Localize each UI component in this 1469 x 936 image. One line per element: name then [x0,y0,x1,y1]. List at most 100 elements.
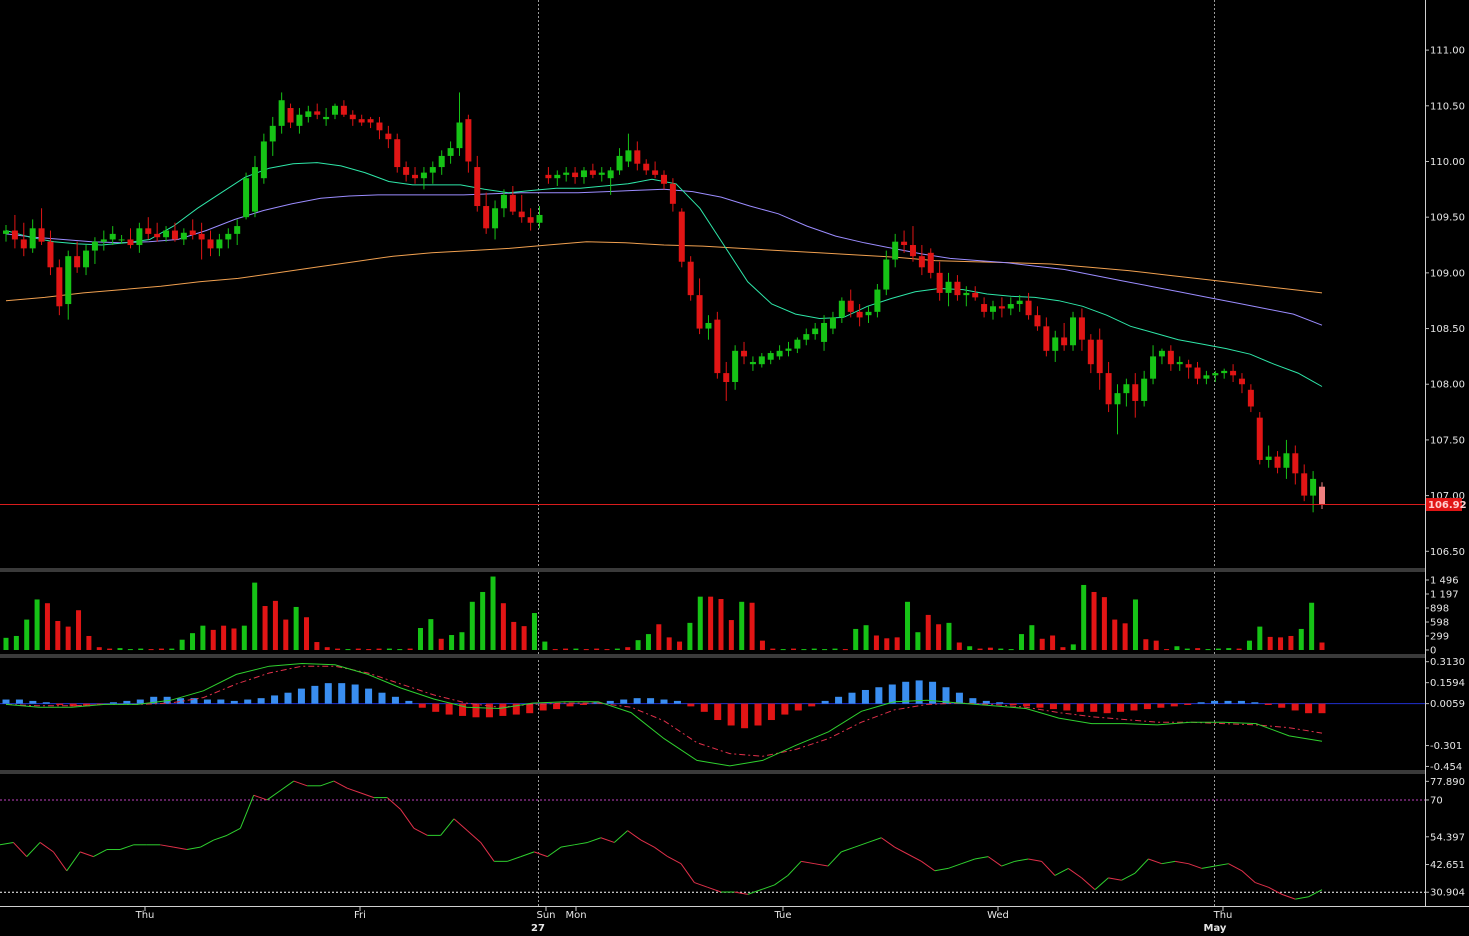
candle-body [545,174,552,179]
rsi-segment [186,846,201,851]
volume-bar [697,596,703,650]
candle-body [918,256,925,268]
volume-bar [1288,635,1294,650]
volume-bar [1050,635,1056,650]
volume-bar [1257,626,1263,650]
candle-body [314,111,321,115]
candle-body [696,295,703,329]
candle-body [1052,337,1059,351]
rsi-segment [226,827,241,836]
volume-bar [490,576,496,650]
macd-hist-bar [633,698,641,704]
rsi-segment [507,856,521,862]
macd-hist-bar [1130,703,1138,711]
candle-body [47,241,54,268]
macd-hist-bar [136,699,144,704]
candle-body [936,272,943,293]
axis-tick-label: 0 [1430,646,1436,657]
macd-hist-bar [1009,703,1017,705]
candle-body [100,239,107,242]
rsi-segment [1148,858,1162,865]
candle-body [741,350,748,357]
price-panel[interactable]: 111.00 110.50 110.00 109.50 109.00 108.50 108.… [0,46,1467,558]
volume-bar [563,648,569,650]
time-label: May [1204,923,1227,934]
candle-body [332,105,338,115]
volume-bar [656,624,662,650]
macd-hist-bar [257,698,265,704]
volume-panel[interactable]: 1 496 1 197 898 598 299 0 [3,576,1459,657]
macd-panel[interactable]: 0.3130 0.1594 0.0059 -0.301 -0.454 [0,657,1465,773]
macd-hist-bar [1023,703,1031,707]
rsi-segment [574,841,588,846]
rsi-segment [173,846,188,851]
volume-bar [1246,640,1252,650]
volume-bar [1309,602,1315,650]
volume-bar [158,648,164,650]
macd-hist-bar [432,703,440,712]
candle-body [198,233,205,240]
rsi-segment [1295,896,1309,900]
candle-body [1158,350,1165,357]
volume-bar [1132,599,1138,650]
volume-bar [1205,649,1211,651]
macd-hist-bar [1224,700,1232,704]
candle-body [412,174,419,179]
volume-bar [1174,646,1180,650]
macd-hist-bar [324,683,332,704]
volume-bar [86,635,92,650]
candle-body [1230,370,1237,376]
candle-body [803,334,810,340]
volume-bar [1143,639,1149,650]
candle-body [1301,473,1308,496]
rsi-segment [333,780,348,789]
macd-hist-bar [539,703,547,711]
candle-body [145,228,152,234]
volume-bar [449,635,455,650]
volume-bar [863,625,869,650]
volume-bar [905,601,911,650]
macd-hist-bar [311,685,319,704]
volume-bar [915,632,921,650]
candle-body [909,245,916,257]
volume-bar [604,649,610,651]
time-label: Wed [987,910,1009,921]
macd-hist-bar [1211,700,1219,704]
candles [3,92,1325,513]
candle-body [154,233,161,238]
rsi-segment [921,860,936,872]
axis-tick-label: 107.50 [1430,435,1465,446]
rsi-segment [66,851,81,872]
macd-hist-bar [1251,702,1259,704]
candle-body [1167,350,1174,365]
candle-body [998,306,1005,309]
volume-bar [148,649,154,651]
volume-bar [117,648,123,650]
axis-tick-label: -0.454 [1430,762,1462,773]
volume-bar [324,647,330,650]
volume-bar [3,637,9,650]
rsi-segment [1215,863,1229,867]
candle-body [669,183,676,204]
rsi-segment [0,841,14,846]
volume-bar [521,626,527,650]
candle-body [1132,384,1139,401]
volume-bar [1236,648,1242,650]
candle-body [1238,378,1245,385]
candle-body [1025,300,1032,316]
rsi-segment [1268,886,1283,895]
rsi-panel[interactable]: 77.890 70 54.397 42.651 30.904 [0,777,1465,900]
candle-body [625,150,632,162]
rsi-segment [694,882,708,888]
volume-bar [252,582,258,650]
macd-hist-bar [969,698,977,704]
time-label: Thu [1213,910,1233,921]
candle-body [358,119,365,123]
macd-hist-bar [848,692,856,704]
axis-tick-label: 70 [1430,795,1443,806]
rsi-segment [79,851,94,858]
macd-hist-bar [660,699,668,704]
volume-bar [645,634,651,650]
volume-bar [759,640,765,650]
